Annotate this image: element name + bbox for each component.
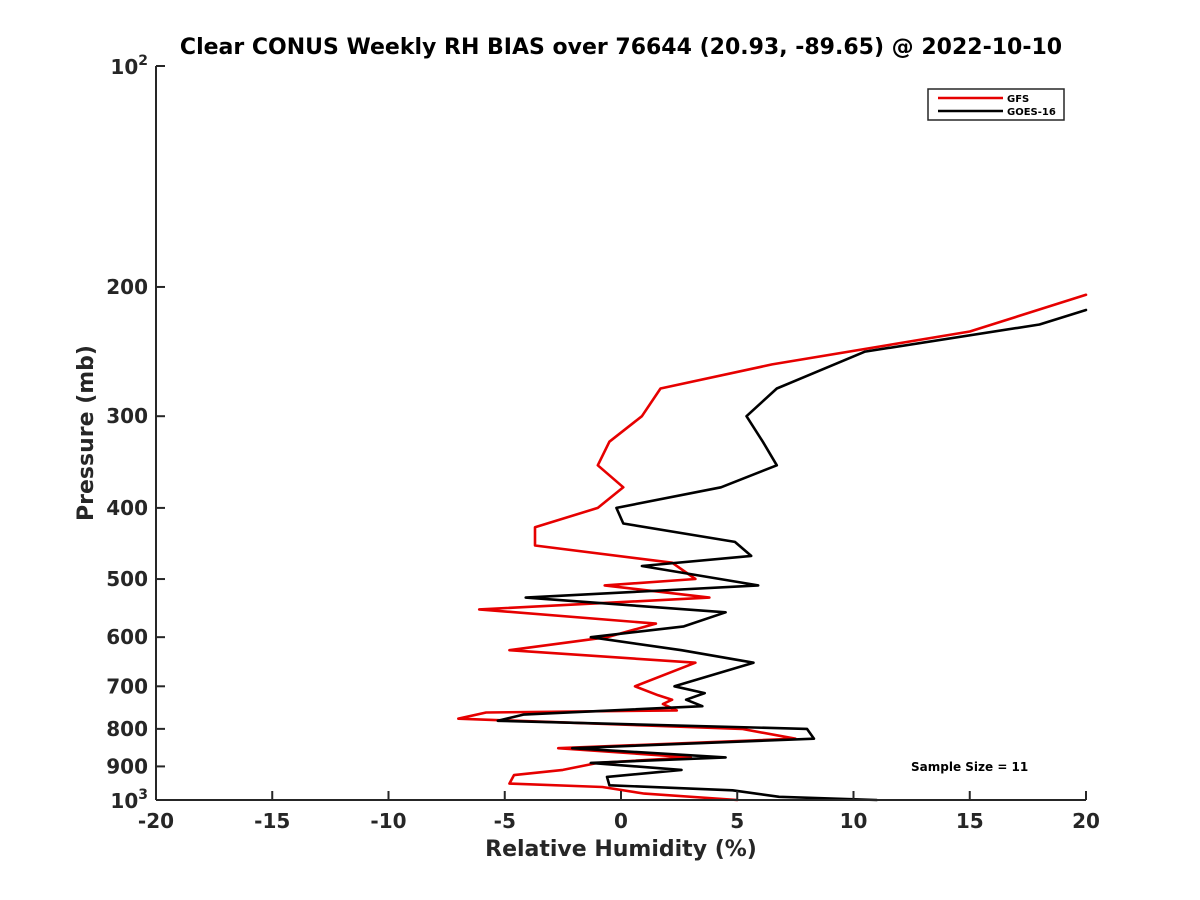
x-tick-label: 15 — [956, 809, 984, 833]
y-tick-label: 102 — [110, 53, 148, 79]
y-tick-label: 800 — [106, 717, 148, 741]
y-ticks: 102 200 300 400 500 600 700 800 900 103 — [106, 53, 165, 813]
legend-box — [927, 88, 1065, 121]
x-ticks: -20 -15 -10 -5 0 5 10 15 20 — [138, 791, 1100, 833]
y-tick-label: 200 — [106, 275, 148, 299]
y-tick-label: 400 — [106, 496, 148, 520]
y-tick-label: 103 — [110, 787, 148, 813]
x-tick-label: 0 — [614, 809, 628, 833]
y-tick-label: 500 — [106, 567, 148, 591]
y-tick-label: 300 — [106, 404, 148, 428]
y-axis-label: Pressure (mb) — [74, 345, 99, 521]
legend-label-gfs: GFS — [1007, 94, 1029, 105]
x-tick-label: 20 — [1072, 809, 1100, 833]
x-tick-label: -5 — [494, 809, 516, 833]
x-tick-label: -20 — [138, 809, 174, 833]
x-tick-label: 5 — [730, 809, 744, 833]
series-line-goes16 — [496, 308, 1088, 802]
chart-title: Clear CONUS Weekly RH BIAS over 76644 (2… — [180, 35, 1062, 60]
y-tick-label: 700 — [106, 674, 148, 698]
y-tick-label: 600 — [106, 625, 148, 649]
x-tick-label: -10 — [370, 809, 406, 833]
x-tick-label: -15 — [254, 809, 290, 833]
x-tick-label: 10 — [840, 809, 868, 833]
y-tick-label: 900 — [106, 754, 148, 778]
x-axis-label: Relative Humidity (%) — [485, 837, 757, 862]
legend-label-goes16: GOES-16 — [1007, 107, 1056, 118]
sample-size-annotation: Sample Size = 11 — [911, 760, 1028, 774]
series-layer — [456, 293, 1088, 802]
legend: GFS GOES-16 — [927, 88, 1065, 121]
